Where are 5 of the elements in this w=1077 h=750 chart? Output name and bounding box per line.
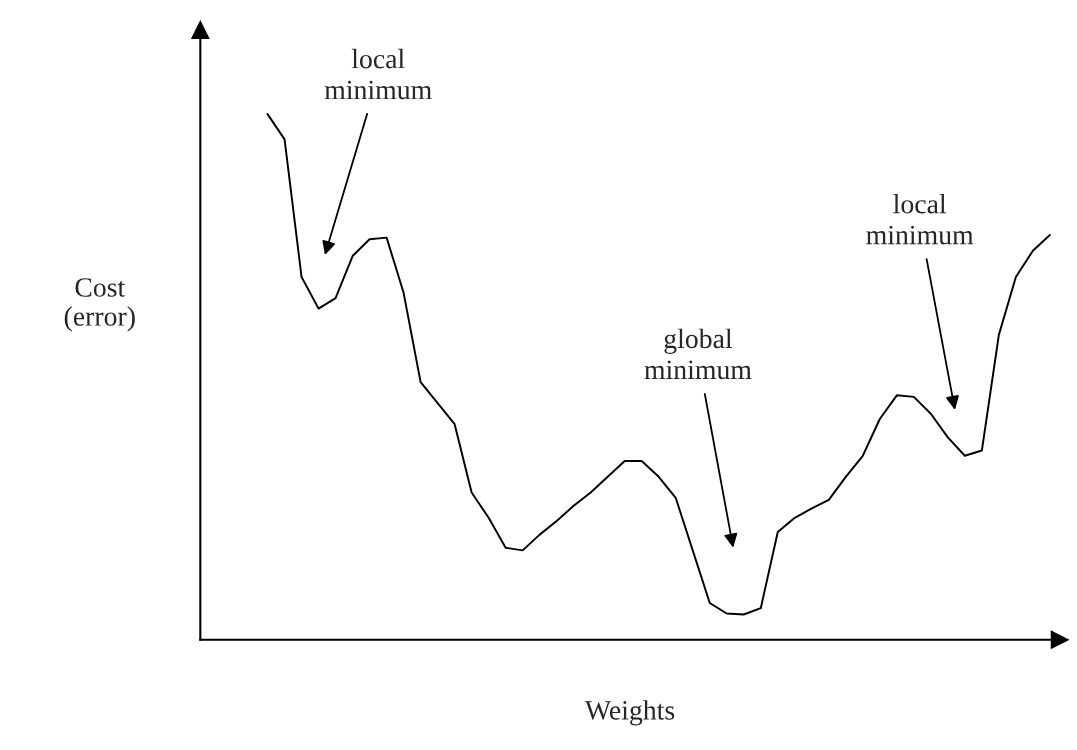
annotation: local minimum (866, 193, 974, 245)
text: local minimum (324, 48, 432, 100)
x-axis-title: Weights (584, 700, 675, 726)
y-axis-title: Cost (error) (64, 278, 135, 332)
annotation: global minimum (644, 328, 752, 380)
